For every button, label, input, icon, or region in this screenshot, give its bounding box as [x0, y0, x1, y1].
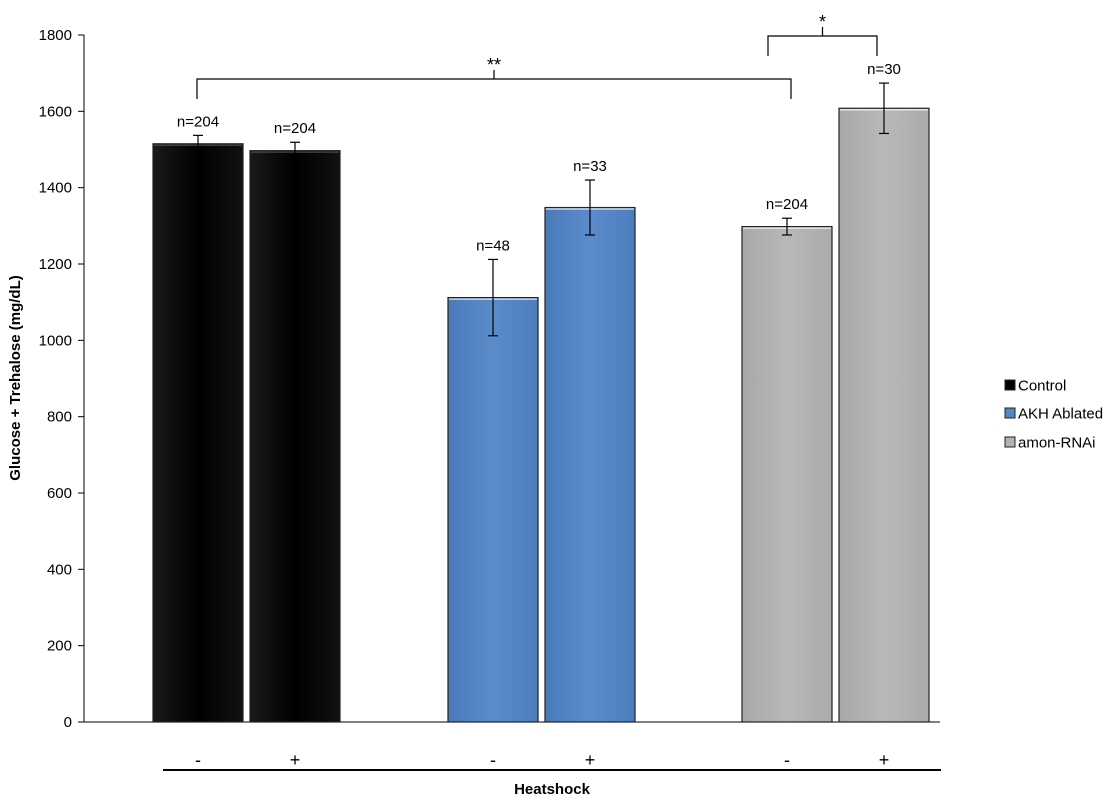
n-label: n=33: [573, 158, 607, 175]
bar: [152, 143, 244, 723]
legend-swatch: [1004, 436, 1016, 448]
heatshock-label: -: [784, 750, 790, 770]
y-tick-label: 600: [47, 485, 72, 502]
n-label: n=30: [867, 61, 901, 78]
heatshock-label: -: [490, 750, 496, 770]
significance-brackets: ***: [196, 12, 878, 99]
heatshock-label: -: [195, 750, 201, 770]
error-bars: [193, 82, 889, 337]
bars: [152, 107, 930, 723]
error-bar: [585, 179, 595, 236]
heatshock-axis: - + - + - +: [163, 750, 941, 771]
n-labels: n=204 n=204 n=48 n=33 n=204 n=30: [177, 61, 901, 254]
significance-bracket: **: [196, 55, 792, 99]
n-label: n=204: [177, 113, 219, 130]
error-bar: [290, 141, 300, 160]
x-axis-title: Heatshock: [514, 781, 591, 798]
y-tick-label: 400: [47, 561, 72, 578]
y-tick-label: 1800: [39, 27, 72, 44]
y-tick-label: 1400: [39, 180, 72, 197]
heatshock-label: +: [585, 750, 596, 770]
bar: [447, 296, 539, 723]
y-axis: 0 200 400 600 800 1000 1200 1400 1600 1800: [39, 27, 940, 731]
significance-bracket: *: [767, 12, 878, 56]
legend-item: AKH Ablated: [1004, 406, 1103, 423]
n-label: n=204: [274, 120, 316, 137]
legend-item: amon-RNAi: [1004, 435, 1096, 452]
bar: [544, 206, 636, 723]
legend-item: Control: [1004, 378, 1066, 395]
bar: [249, 150, 341, 723]
legend: Control AKH Ablated amon-RNAi: [1004, 378, 1103, 452]
legend-label: AKH Ablated: [1018, 406, 1103, 423]
error-bar: [879, 82, 889, 135]
y-tick-label: 1000: [39, 332, 72, 349]
legend-swatch: [1004, 407, 1016, 419]
legend-label: Control: [1018, 378, 1066, 395]
y-tick-label: 800: [47, 409, 72, 426]
error-bar: [193, 134, 203, 153]
n-label: n=48: [476, 237, 510, 254]
error-bar: [782, 217, 792, 236]
error-bar: [488, 258, 498, 337]
y-tick-label: 1600: [39, 103, 72, 120]
y-tick-label: 1200: [39, 256, 72, 273]
legend-swatch: [1004, 379, 1016, 391]
bar: [838, 107, 930, 723]
y-axis-title: Glucose + Trehalose (mg/dL): [7, 275, 24, 480]
significance-label: **: [487, 55, 501, 75]
y-tick-label: 200: [47, 638, 72, 655]
heatshock-label: +: [290, 750, 301, 770]
significance-label: *: [819, 12, 826, 32]
heatshock-label: +: [879, 750, 890, 770]
legend-label: amon-RNAi: [1018, 435, 1096, 452]
y-tick-label: 0: [64, 714, 72, 731]
n-label: n=204: [766, 196, 808, 213]
bar: [741, 225, 833, 723]
